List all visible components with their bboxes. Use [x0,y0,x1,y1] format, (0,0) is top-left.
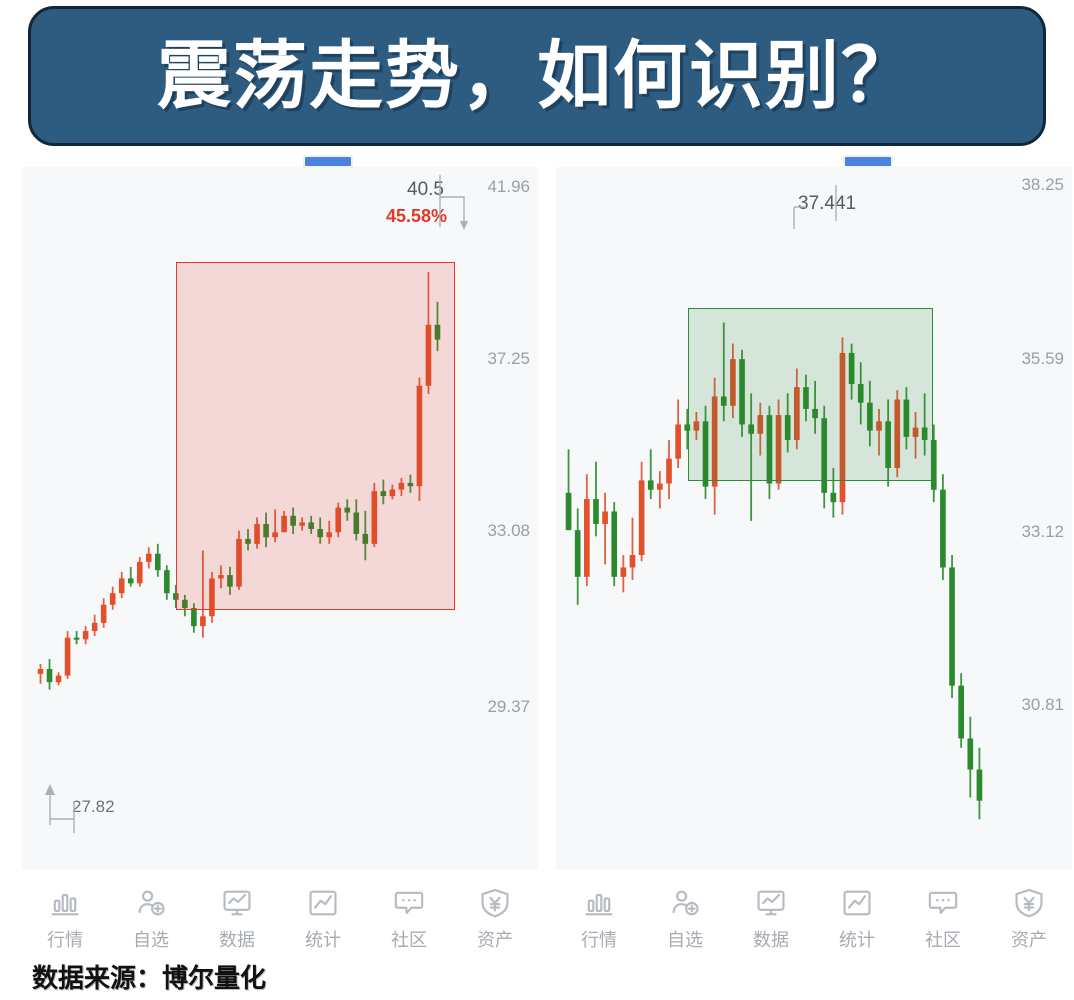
left-consolidation-highlight [176,262,455,610]
nav-item-统计[interactable]: 统计 [814,886,900,952]
left-gain-percent-label: 45.58% [386,206,448,226]
bar-chart-icon [51,893,79,916]
right-high-marker-line [793,185,837,229]
right-axis-label-1: 35.59 [1021,349,1064,368]
person-add-icon [138,890,165,916]
banner-title: 震荡走势，如何识别？ [157,33,917,119]
right-consolidation-highlight [687,308,934,481]
shield-yuan-icon [1015,888,1043,918]
nav-item-数据[interactable]: 数据 [728,886,814,952]
person-add-icon [672,890,699,916]
speech-bubble-icon [928,891,958,915]
left-high-value-label: 40.5 [407,179,444,200]
nav-label-数据: 数据 [219,930,255,951]
nav-label-统计: 统计 [839,930,875,951]
nav-item-资产[interactable]: 资产 [986,886,1072,952]
left-chart-panel[interactable]: 41.96 37.25 33.08 29.37 40.5 45.58% 27.8… [22,167,538,870]
title-banner: 震荡走势，如何识别？ [28,6,1046,146]
nav-label-资产: 资产 [1011,930,1047,951]
left-axis-label-0: 41.96 [487,177,530,196]
bottom-nav-right[interactable]: 行情 自选 数据 统计 社区 资产 [556,878,1072,956]
nav-item-行情[interactable]: 行情 [556,886,642,952]
left-high-marker-arrow [439,175,468,230]
left-low-value-label: 27.82 [72,797,115,816]
left-chart-svg [37,272,441,690]
left-axis-label-3: 29.37 [487,697,530,716]
right-axis-label-0: 38.25 [1021,175,1064,194]
nav-item-数据[interactable]: 数据 [194,886,280,952]
left-axis-label-2: 33.08 [487,521,530,540]
nav-item-自选[interactable]: 自选 [642,886,728,952]
nav-item-统计[interactable]: 统计 [280,886,366,952]
right-high-value-label: 37.441 [798,193,857,214]
nav-label-自选: 自选 [667,930,703,951]
left-axis-label-1: 37.25 [487,349,530,368]
nav-label-社区: 社区 [391,930,427,951]
right-chart-panel[interactable]: 38.25 35.59 33.12 30.81 37.441 [556,167,1072,870]
tab-indicator-right[interactable] [845,157,891,166]
monitor-chart-icon [223,890,251,916]
left-low-marker-arrow [45,784,75,833]
nav-item-自选[interactable]: 自选 [108,886,194,952]
nav-label-资产: 资产 [477,930,513,951]
speech-bubble-icon [394,891,424,915]
monitor-chart-icon [757,890,785,916]
tab-indicator-left[interactable] [305,157,351,166]
shield-yuan-icon [481,888,509,918]
line-chart-square-icon [843,890,871,916]
right-axis-label-2: 33.12 [1021,522,1064,541]
right-chart-svg [565,322,983,820]
nav-label-统计: 统计 [305,930,341,951]
nav-item-行情[interactable]: 行情 [22,886,108,952]
nav-item-社区[interactable]: 社区 [366,886,452,952]
nav-item-资产[interactable]: 资产 [452,886,538,952]
bottom-nav-left[interactable]: 行情 自选 数据 统计 社区 资产 [22,878,538,956]
right-candlestick-chart[interactable]: 38.25 35.59 33.12 30.81 37.441 [556,167,1072,870]
left-candlestick-chart[interactable]: 41.96 37.25 33.08 29.37 40.5 45.58% 27.8… [22,167,538,870]
right-axis-label-3: 30.81 [1021,695,1064,714]
nav-item-社区[interactable]: 社区 [900,886,986,952]
nav-label-社区: 社区 [925,930,961,951]
nav-label-数据: 数据 [753,930,789,951]
nav-label-行情: 行情 [581,930,617,951]
bar-chart-icon [585,893,613,916]
nav-label-自选: 自选 [133,930,169,951]
nav-label-行情: 行情 [47,930,83,951]
line-chart-square-icon [309,890,337,916]
data-source-footer: 数据来源：博尔量化 [32,964,267,994]
